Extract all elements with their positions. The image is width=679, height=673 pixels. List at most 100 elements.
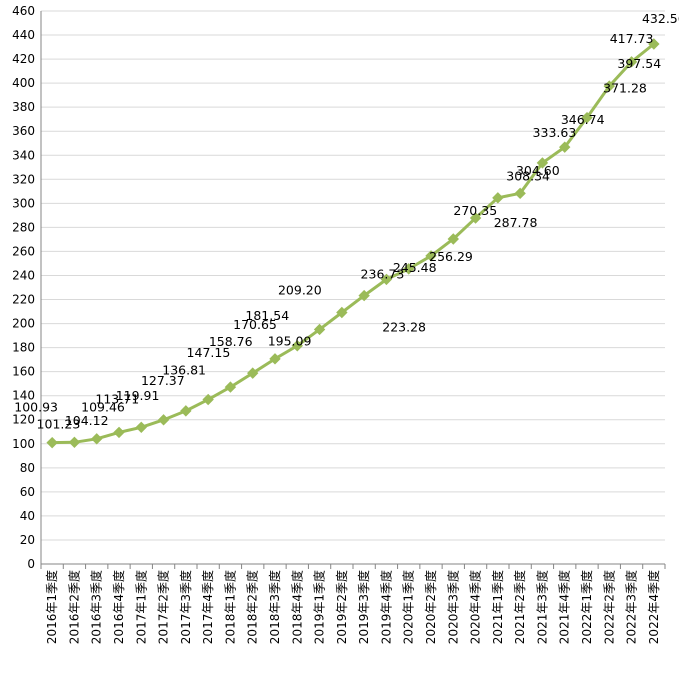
gridlines <box>41 10 665 541</box>
data-label: 109.46 <box>81 399 125 414</box>
data-point-marker <box>224 381 237 393</box>
x-tick-label: 2018年1季度 <box>222 570 237 644</box>
x-tick-label: 2022年3季度 <box>624 570 639 644</box>
x-tick-label: 2019年2季度 <box>334 570 349 644</box>
data-point-marker <box>425 250 437 262</box>
x-tick-label: 2017年1季度 <box>133 570 148 644</box>
data-label: 397.54 <box>617 56 661 71</box>
data-point-marker <box>269 353 281 365</box>
data-point-marker <box>291 340 303 352</box>
data-point-marker <box>403 263 415 275</box>
data-label: 119.91 <box>116 388 160 403</box>
data-point-marker <box>380 273 393 286</box>
y-tick-label: 120 <box>12 413 35 427</box>
x-tick-label: 2018年3季度 <box>267 570 282 644</box>
y-tick-label: 160 <box>12 365 35 379</box>
data-point-marker <box>648 38 660 50</box>
y-tick-label: 140 <box>12 389 35 403</box>
y-tick-label: 40 <box>20 509 35 523</box>
y-tick-label: 240 <box>12 268 35 282</box>
data-labels: 100.93101.23104.12109.46113.71119.91127.… <box>14 11 679 431</box>
x-tick-label: 2022年1季度 <box>579 570 594 644</box>
data-label: 158.76 <box>209 334 253 349</box>
data-point-marker <box>447 233 459 245</box>
x-tick-label: 2021年3季度 <box>534 570 549 644</box>
data-point-marker <box>581 111 593 124</box>
data-label: 147.15 <box>187 345 231 360</box>
x-tick-label: 2019年3季度 <box>356 570 371 644</box>
y-tick-label: 340 <box>12 148 35 162</box>
data-label: 170.65 <box>233 317 277 332</box>
y-tick-label: 420 <box>12 52 35 66</box>
series-line <box>52 42 655 445</box>
x-tick-label: 2018年4季度 <box>289 570 304 644</box>
x-tick-label: 2017年4季度 <box>200 570 215 644</box>
y-tick-label: 320 <box>12 172 35 186</box>
y-tick-label: 440 <box>12 28 35 42</box>
y-tick-label: 300 <box>12 196 35 210</box>
x-tick-label: 2022年4季度 <box>646 570 661 644</box>
y-tick-label: 0 <box>27 557 35 571</box>
x-tick-label: 2020年3季度 <box>445 570 460 644</box>
data-point-marker <box>536 157 549 169</box>
x-tick-label: 2016年1季度 <box>44 570 59 644</box>
x-tick-label: 2020年2季度 <box>423 570 438 644</box>
data-label: 304.60 <box>516 163 560 178</box>
data-point-marker <box>46 436 58 449</box>
x-tick-label: 2020年4季度 <box>468 570 483 644</box>
data-label: 181.54 <box>245 308 289 323</box>
x-tick-label: 2020年1季度 <box>401 570 416 644</box>
data-point-marker <box>202 393 214 406</box>
y-tick-label: 60 <box>20 485 35 499</box>
data-point-marker <box>514 187 526 200</box>
data-label: 195.09 <box>268 333 312 348</box>
data-label: 270.35 <box>453 203 497 218</box>
x-tick-label: 2016年2季度 <box>66 570 81 644</box>
x-tick-label: 2017年2季度 <box>156 570 171 644</box>
data-point-marker <box>91 433 103 445</box>
data-label: 101.23 <box>37 416 81 431</box>
data-point-marker <box>135 421 147 434</box>
y-tick-label: 400 <box>12 76 35 90</box>
series-layer <box>46 38 660 449</box>
x-tick-label: 2016年4季度 <box>111 570 126 644</box>
y-tick-label: 200 <box>12 317 35 331</box>
x-tick-label: 2019年1季度 <box>312 570 327 644</box>
data-label: 287.78 <box>494 215 538 230</box>
data-point-marker <box>113 426 125 439</box>
data-label: 209.20 <box>278 283 322 298</box>
data-label: 104.12 <box>65 413 109 428</box>
data-label: 245.48 <box>393 260 437 275</box>
data-label: 432.56 <box>642 11 679 26</box>
data-label: 100.93 <box>14 400 58 415</box>
axes <box>40 11 666 569</box>
y-tick-label: 280 <box>12 220 35 234</box>
data-label: 236.73 <box>361 266 405 281</box>
data-point-marker <box>469 212 482 224</box>
y-tick-label: 260 <box>12 244 35 258</box>
data-label: 371.28 <box>603 81 647 96</box>
data-point-marker <box>68 436 81 449</box>
x-tick-label: 2021年1季度 <box>490 570 505 644</box>
x-tick-label: 2022年2季度 <box>601 570 616 644</box>
data-label: 127.37 <box>141 373 185 388</box>
data-point-marker <box>157 414 170 426</box>
data-label: 136.81 <box>162 363 206 378</box>
y-tick-label: 360 <box>12 124 35 138</box>
data-label: 417.73 <box>610 31 654 46</box>
data-label: 113.71 <box>95 391 139 406</box>
y-axis-tick-labels: 0 20 40 60 80 100 120 140 160 180 200 220 240 260 280 3… <box>12 4 35 571</box>
data-point-marker <box>247 367 259 379</box>
data-label: 333.63 <box>533 125 577 140</box>
x-tick-label: 2019年4季度 <box>378 570 393 644</box>
y-tick-label: 460 <box>12 4 35 18</box>
data-label: 223.28 <box>382 320 426 335</box>
y-tick-label: 180 <box>12 341 35 355</box>
y-tick-label: 220 <box>12 293 35 307</box>
data-label: 308.34 <box>506 168 550 183</box>
x-axis-tick-labels: 2016年1季度 2016年2季度 2016年3季度 2016年4季度 2017年1季度… <box>44 570 661 644</box>
x-tick-label: 2017年3季度 <box>178 570 193 644</box>
data-point-marker <box>492 192 504 204</box>
